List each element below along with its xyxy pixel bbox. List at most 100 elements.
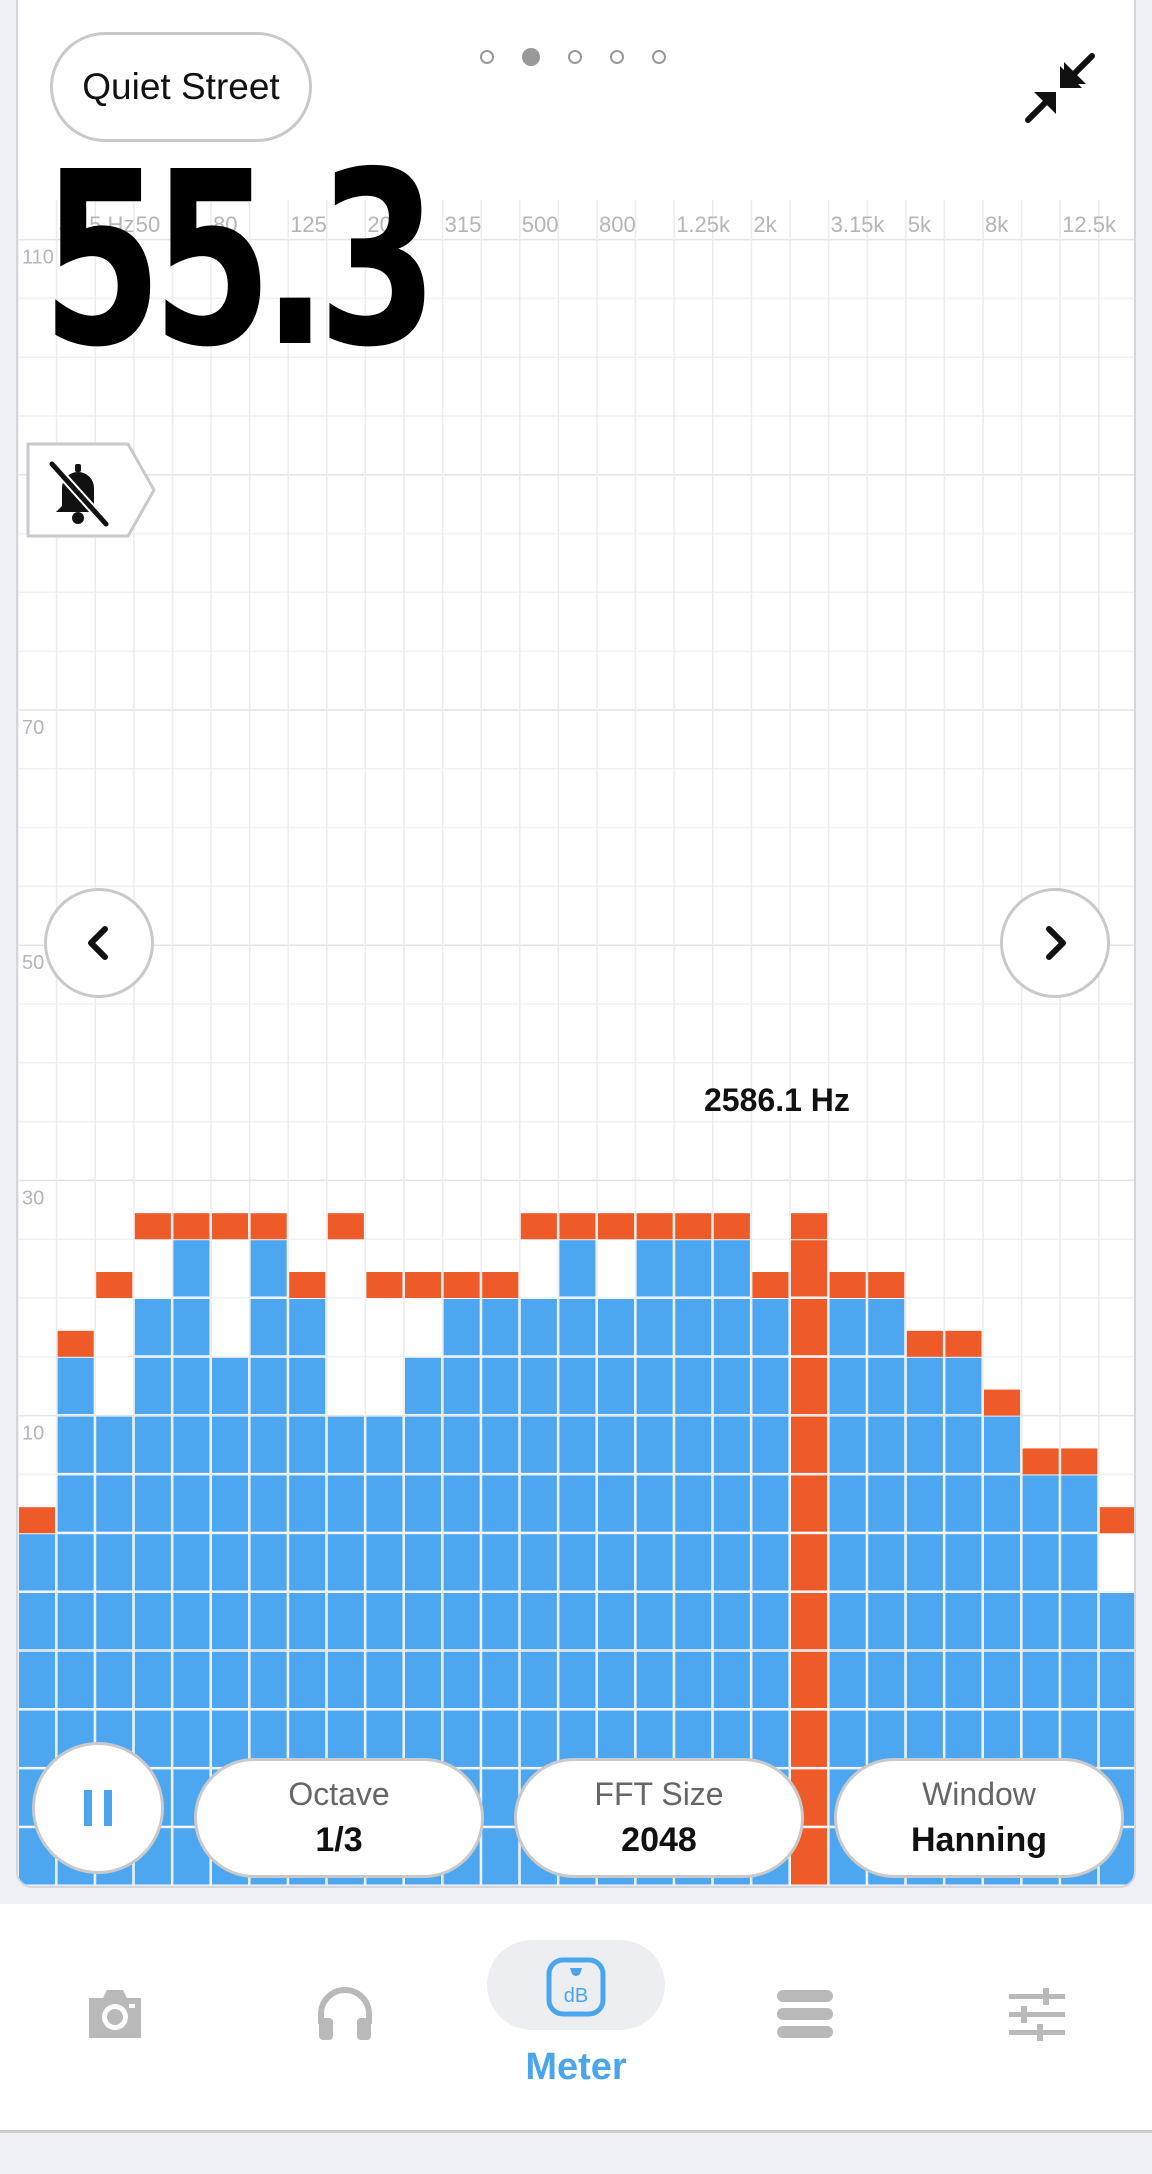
bar-cell <box>289 1416 326 1473</box>
bar-cell <box>19 1534 56 1591</box>
bar-cell <box>559 1710 596 1767</box>
next-button[interactable] <box>1000 888 1110 998</box>
octave-selector[interactable]: Octave 1/3 <box>194 1758 484 1878</box>
bar-cell <box>791 1710 828 1767</box>
pause-button[interactable] <box>32 1742 164 1874</box>
bar-cell <box>443 1357 480 1415</box>
sliders-icon <box>1009 1988 1065 2041</box>
page-indicator[interactable] <box>480 48 666 66</box>
bar-cell <box>443 1475 480 1532</box>
bar-cell <box>482 1475 519 1532</box>
bar-cell <box>945 1357 982 1415</box>
preset-button[interactable]: Quiet Street <box>50 32 312 142</box>
bar-cell <box>327 1651 364 1709</box>
bar-cell <box>443 1710 480 1767</box>
bar-cell <box>906 1593 943 1650</box>
bar-cell <box>482 1593 519 1650</box>
alarm-toggle[interactable] <box>22 440 158 540</box>
bar-cell <box>250 1475 287 1532</box>
x-tick-label: 31.5 Hz <box>59 212 135 237</box>
peak-marker <box>868 1272 905 1298</box>
chevron-left-icon <box>88 926 108 960</box>
peak-marker <box>443 1272 480 1298</box>
bar-cell <box>96 1475 133 1532</box>
peak-marker <box>791 1213 828 1240</box>
bar-cell <box>868 1357 905 1415</box>
peak-marker <box>1061 1448 1098 1475</box>
bar-cell <box>250 1651 287 1709</box>
bar-cell <box>443 1416 480 1473</box>
peak-marker <box>984 1389 1021 1416</box>
peak-marker <box>1022 1448 1059 1475</box>
bar-cell <box>945 1593 982 1650</box>
bar-cell <box>443 1651 480 1709</box>
nav-headphones[interactable] <box>270 1904 420 2130</box>
bar-cell <box>173 1710 210 1767</box>
bar-cell <box>96 1651 133 1709</box>
bar-cell <box>19 1710 56 1767</box>
page-dot[interactable] <box>568 50 582 64</box>
bar-cell <box>96 1593 133 1650</box>
bar-cell <box>57 1534 94 1591</box>
collapse-arrows-icon[interactable] <box>1022 50 1098 126</box>
camera-icon <box>89 1990 141 2038</box>
bar-cell <box>366 1651 403 1709</box>
selected-frequency-label: 2586.1 Hz <box>704 1082 850 1118</box>
bar-cell <box>520 1651 557 1709</box>
bar-cell <box>173 1651 210 1709</box>
bar-cell <box>713 1416 750 1473</box>
peak-marker <box>906 1330 943 1357</box>
bar-cell <box>250 1534 287 1591</box>
bar-cell <box>212 1416 249 1473</box>
page-dot[interactable] <box>652 50 666 64</box>
bar-cell <box>984 1651 1021 1709</box>
fft-size-selector[interactable]: FFT Size 2048 <box>514 1758 804 1878</box>
bar-cell <box>212 1593 249 1650</box>
bar-cell <box>1061 1475 1098 1532</box>
nav-camera[interactable] <box>40 1904 190 2130</box>
bar-cell <box>868 1593 905 1650</box>
bar-cell <box>173 1299 210 1356</box>
peak-marker <box>327 1213 364 1240</box>
peak-marker <box>675 1213 712 1240</box>
bar-cell <box>791 1534 828 1591</box>
peak-marker <box>250 1213 287 1240</box>
bar-cell <box>906 1357 943 1415</box>
bar-cell <box>1022 1651 1059 1709</box>
peak-marker <box>405 1272 442 1298</box>
x-tick-label: 1.25k <box>676 212 731 237</box>
bar-cell <box>1061 1534 1098 1591</box>
bar-cell <box>1061 1651 1098 1709</box>
bar-cell <box>713 1651 750 1709</box>
bar-cell <box>19 1593 56 1650</box>
bar-cell <box>289 1710 326 1767</box>
page-dot[interactable] <box>610 50 624 64</box>
bar-cell <box>520 1710 557 1767</box>
nav-meter[interactable]: dB Meter <box>487 1904 665 2130</box>
bell-off-icon <box>48 460 110 528</box>
nav-list[interactable] <box>730 1904 880 2130</box>
bar-cell <box>1099 1593 1134 1650</box>
bar-cell <box>366 1534 403 1591</box>
bar-cell <box>675 1240 712 1297</box>
bar-cell <box>791 1651 828 1709</box>
window-selector[interactable]: Window Hanning <box>834 1758 1124 1878</box>
bar-cell <box>520 1534 557 1591</box>
bar-cell <box>250 1710 287 1767</box>
x-tick-label: 8k <box>985 212 1009 237</box>
previous-button[interactable] <box>44 888 154 998</box>
bar-cell <box>752 1593 789 1650</box>
bar-cell <box>405 1651 442 1709</box>
peak-marker <box>559 1213 596 1240</box>
page-dot[interactable] <box>480 50 494 64</box>
x-tick-label: 315 <box>445 212 482 237</box>
page-dot[interactable] <box>522 48 540 66</box>
bar-cell <box>250 1240 287 1297</box>
nav-settings[interactable] <box>962 1904 1112 2130</box>
level-readout: 55.3 <box>42 120 438 400</box>
bar-cell <box>791 1240 828 1297</box>
peak-marker <box>1099 1507 1134 1534</box>
bar-cell <box>598 1534 635 1591</box>
bar-cell <box>636 1593 673 1650</box>
